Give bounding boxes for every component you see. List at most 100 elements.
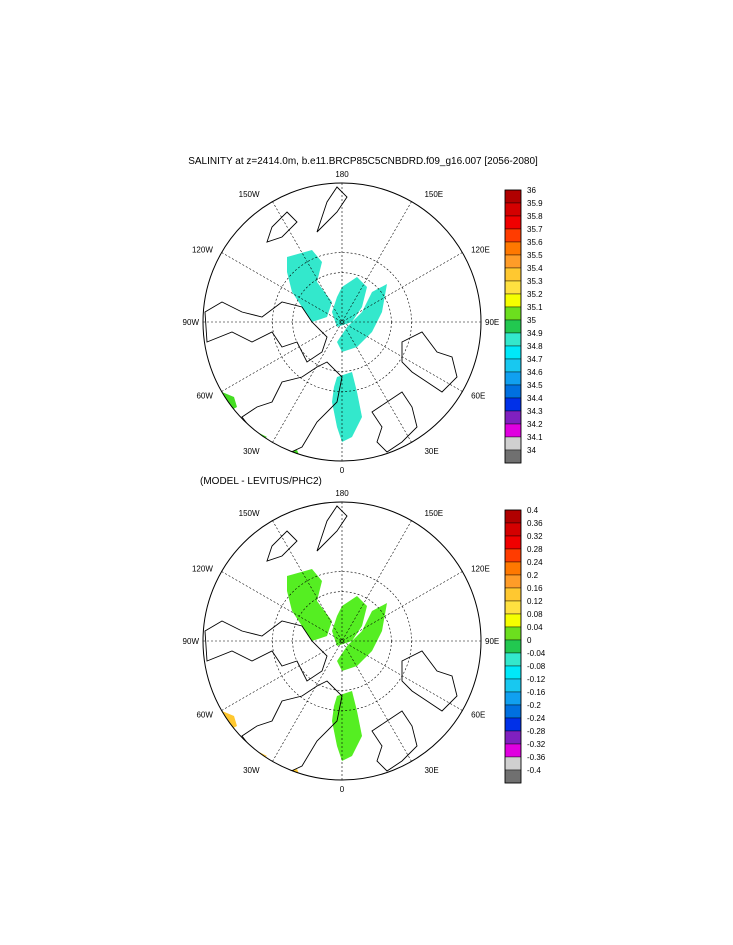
colorbar-label: 35.8 bbox=[527, 212, 543, 221]
map-border bbox=[202, 501, 482, 781]
colorbar-swatch bbox=[504, 410, 522, 425]
colorbar-swatch bbox=[504, 436, 522, 451]
colorbar-label: -0.32 bbox=[527, 740, 546, 749]
salinity-field-patch bbox=[332, 372, 362, 442]
colorbar-frame bbox=[504, 189, 522, 464]
colorbar-label: 34.5 bbox=[527, 381, 543, 390]
colorbar-swatch bbox=[504, 332, 522, 347]
panel-title: SALINITY at z=2414.0m, b.e11.BRCP85C5CNB… bbox=[188, 156, 538, 167]
colorbar-label: -0.28 bbox=[527, 727, 546, 736]
colorbar-swatch bbox=[504, 730, 522, 745]
colorbar-swatch bbox=[504, 267, 522, 282]
edge-field-patch bbox=[287, 769, 302, 780]
coastline bbox=[371, 710, 418, 772]
colorbar-swatch bbox=[504, 626, 522, 641]
colorbar-swatch bbox=[504, 189, 522, 204]
difference-panel: (MODEL - LEVITUS/PHC2) 180 0 90W 90E 150W 120… bbox=[183, 476, 546, 794]
colorbar-label: 34 bbox=[527, 446, 536, 455]
longitude-label: 60E bbox=[471, 710, 485, 719]
colorbar-label: 35.6 bbox=[527, 238, 543, 247]
colorbar-swatch bbox=[504, 769, 522, 784]
colorbar-swatch bbox=[504, 613, 522, 628]
salinity-field-patch bbox=[332, 277, 367, 327]
longitude-label: 30E bbox=[424, 447, 438, 456]
colorbar-label: 0.32 bbox=[527, 532, 543, 541]
salinity-field-patch bbox=[332, 691, 362, 761]
colorbar-swatch bbox=[504, 397, 522, 412]
colorbar-label: 0.04 bbox=[527, 623, 543, 632]
colorbar-label: 34.1 bbox=[527, 433, 543, 442]
colorbar-swatch bbox=[504, 717, 522, 732]
colorbar-label: 0 bbox=[527, 636, 532, 645]
salinity-field-patch bbox=[337, 284, 387, 352]
longitude-label: 30W bbox=[243, 447, 260, 456]
colorbar-label: 0.4 bbox=[527, 506, 539, 515]
edge-field-patch bbox=[247, 746, 267, 763]
colorbar-swatch bbox=[504, 652, 522, 667]
colorbar-label: 35.2 bbox=[527, 290, 543, 299]
colorbar-swatch bbox=[504, 371, 522, 386]
longitude-label: 120E bbox=[471, 246, 490, 255]
coastline bbox=[316, 505, 348, 552]
colorbar-label: 34.4 bbox=[527, 394, 543, 403]
longitude-label: 180 bbox=[335, 489, 349, 498]
colorbar-label: -0.12 bbox=[527, 675, 546, 684]
colorbar-swatch bbox=[504, 574, 522, 589]
colorbar-swatch bbox=[504, 293, 522, 308]
colorbar: 36 35.9 35.8 35.7 35.6 35.5 35.4 35.3 35.2 35.1 35… bbox=[504, 186, 543, 464]
map-content bbox=[203, 502, 481, 780]
colorbar-swatch bbox=[504, 548, 522, 563]
colorbar-swatch bbox=[504, 254, 522, 269]
colorbar-swatch bbox=[504, 639, 522, 654]
map-border bbox=[202, 182, 482, 462]
polar-map: 180 0 90W 90E 150W 120W 150E 120E 60W 30W 60E 30E bbox=[183, 170, 500, 475]
coastline bbox=[401, 650, 458, 712]
colorbar-label: -0.4 bbox=[527, 766, 541, 775]
colorbar-label: 35 bbox=[527, 316, 536, 325]
panel-title: (MODEL - LEVITUS/PHC2) bbox=[200, 476, 322, 487]
colorbar-swatch bbox=[504, 704, 522, 719]
colorbar-swatch bbox=[504, 384, 522, 399]
colorbar-label: 34.9 bbox=[527, 329, 543, 338]
edge-field-patch bbox=[247, 427, 267, 444]
colorbar-swatch bbox=[504, 241, 522, 256]
colorbar-swatch bbox=[504, 691, 522, 706]
colorbar-label: 34.7 bbox=[527, 355, 543, 364]
longitude-label: 30W bbox=[243, 766, 260, 775]
colorbar-label: 35.9 bbox=[527, 199, 543, 208]
colorbar-label: 34.8 bbox=[527, 342, 543, 351]
colorbar-swatch bbox=[504, 743, 522, 758]
colorbar-label: 35.1 bbox=[527, 303, 543, 312]
coastline bbox=[401, 331, 458, 393]
colorbar-label: -0.16 bbox=[527, 688, 546, 697]
colorbar-swatch bbox=[504, 678, 522, 693]
colorbar-swatch bbox=[504, 756, 522, 771]
colorbar-swatch bbox=[504, 600, 522, 615]
colorbar-swatch bbox=[504, 228, 522, 243]
colorbar-label: -0.24 bbox=[527, 714, 546, 723]
longitude-label: 150W bbox=[239, 509, 260, 518]
map-content bbox=[203, 183, 481, 461]
longitude-label: 180 bbox=[335, 170, 349, 179]
longitude-label: 150W bbox=[239, 190, 260, 199]
longitude-label: 120E bbox=[471, 565, 490, 574]
longitude-label: 90W bbox=[183, 318, 200, 327]
colorbar-swatch bbox=[504, 665, 522, 680]
colorbar-swatch bbox=[504, 319, 522, 334]
longitude-label: 30E bbox=[424, 766, 438, 775]
longitude-label: 60E bbox=[471, 391, 485, 400]
longitude-label: 0 bbox=[340, 785, 345, 794]
coastline bbox=[266, 530, 298, 562]
colorbar-label: 0.08 bbox=[527, 610, 543, 619]
salinity-field-patch bbox=[287, 569, 332, 641]
longitude-label: 60W bbox=[196, 391, 213, 400]
colorbar-label: 34.3 bbox=[527, 407, 543, 416]
colorbar-swatch bbox=[504, 561, 522, 576]
colorbar-swatch bbox=[504, 202, 522, 217]
colorbar-frame bbox=[504, 509, 522, 784]
colorbar-label: 34.2 bbox=[527, 420, 543, 429]
colorbar-swatch bbox=[504, 449, 522, 464]
coastline bbox=[266, 211, 298, 243]
coastline bbox=[241, 361, 343, 455]
coastline bbox=[204, 301, 328, 363]
